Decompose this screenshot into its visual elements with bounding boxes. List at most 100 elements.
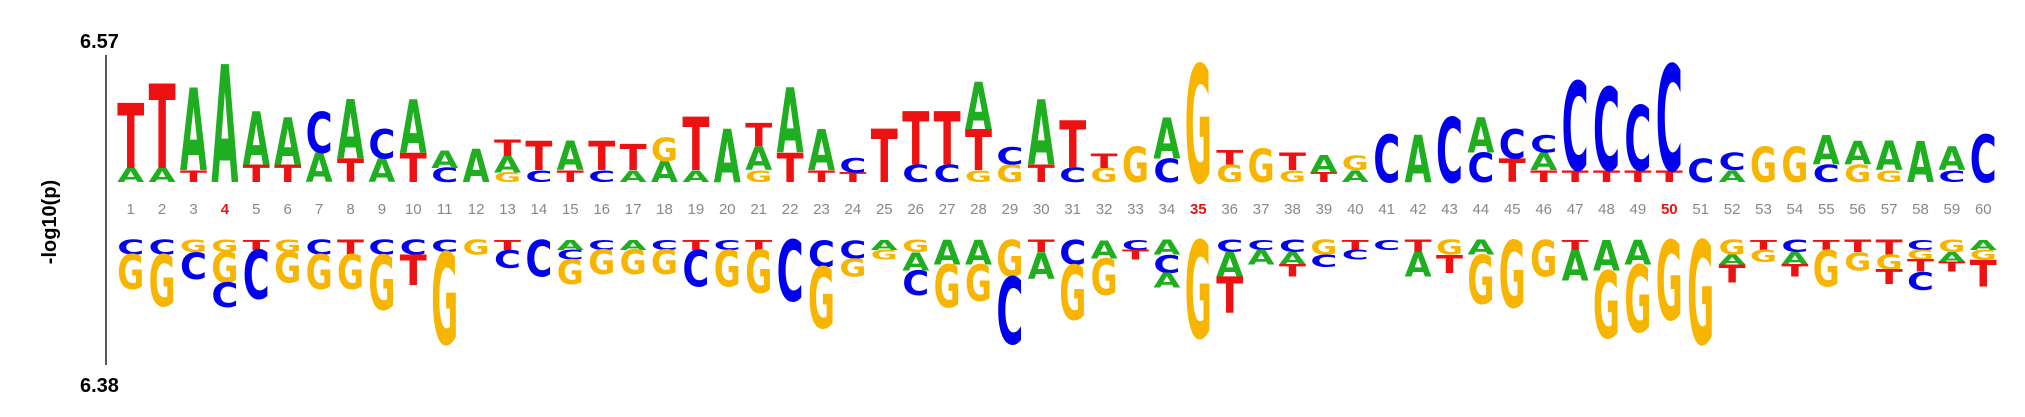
depleted-letter: T	[1436, 249, 1463, 279]
position-label: 23	[813, 201, 830, 218]
depleted-letter: T	[1122, 247, 1150, 263]
enriched-letter: T	[1091, 150, 1119, 173]
enriched-letter: A	[1153, 107, 1180, 173]
depleted-letter: G	[1624, 246, 1651, 353]
position-label: 28	[970, 201, 987, 218]
depleted-letter: C	[588, 237, 615, 253]
enriched-letter: T	[682, 102, 709, 187]
depleted-letter: C	[1907, 237, 1934, 253]
enriched-letter: T	[400, 146, 427, 193]
enriched-letter: A	[682, 167, 710, 186]
enriched-letter: A	[1938, 142, 1965, 179]
depleted-letter: G	[337, 246, 364, 300]
enriched-letter: G	[1248, 140, 1275, 193]
position-label: 1	[127, 201, 135, 218]
position-label: 27	[939, 201, 956, 218]
depleted-letter: G	[745, 238, 772, 307]
position-label: 22	[782, 201, 799, 218]
depleted-letter: A	[1248, 246, 1276, 269]
depleted-letter: G	[996, 231, 1023, 289]
position-label: 48	[1598, 201, 1615, 218]
depleted-letter: C	[1216, 237, 1243, 257]
depleted-letter: T	[682, 237, 710, 253]
depleted-letter: G	[902, 237, 929, 257]
enriched-letter: G	[1876, 167, 1903, 186]
depleted-letter: C	[149, 237, 176, 260]
enriched-letter: C	[1467, 146, 1494, 193]
depleted-letter: A	[965, 234, 993, 273]
depleted-letter: G	[274, 237, 301, 257]
enriched-letter: G	[1279, 167, 1306, 186]
depleted-letter: C	[1907, 266, 1934, 296]
position-label: 53	[1755, 201, 1772, 218]
enriched-letter: A	[1719, 167, 1747, 186]
depleted-letter: G	[651, 244, 678, 283]
depleted-letter: C	[682, 241, 709, 299]
depleted-letter: T	[1813, 237, 1841, 253]
depleted-letter: C	[714, 237, 741, 253]
position-label: 29	[1002, 201, 1019, 218]
enriched-letter: T	[494, 136, 521, 162]
depleted-letter: C	[368, 237, 395, 260]
depleted-letter: G	[1970, 247, 1997, 263]
enriched-letter: C	[1656, 36, 1683, 206]
enriched-letter: C	[1059, 164, 1086, 187]
depleted-letter: G	[1185, 215, 1212, 370]
enriched-letter: A	[306, 146, 333, 193]
depleted-letter: G	[1593, 252, 1620, 359]
y-axis: 6.57 6.38 -log10(p)	[39, 31, 119, 397]
enriched-letter: A	[651, 155, 678, 189]
position-label: 35	[1190, 201, 1207, 218]
depleted-letter: G	[117, 246, 144, 300]
depleted-letter: C	[1279, 237, 1306, 257]
position-label: 20	[719, 201, 736, 218]
enriched-letter: T	[1310, 170, 1337, 185]
enriched-letter: T	[808, 167, 835, 186]
depleted-letter: T	[1907, 256, 1934, 276]
enriched-letter: G	[1342, 153, 1369, 176]
depleted-letter: G	[620, 244, 647, 283]
depleted-letter: G	[1844, 247, 1871, 277]
depleted-letter: G	[557, 254, 584, 293]
depleted-letter: A	[1091, 235, 1118, 265]
position-label: 33	[1127, 201, 1144, 218]
position-label: 42	[1410, 201, 1427, 218]
depleted-letter: A	[1028, 245, 1055, 288]
enriched-letter: A	[1405, 123, 1432, 198]
enriched-letter: A	[149, 164, 176, 187]
depleted-letter: A	[1467, 237, 1495, 260]
depleted-letter: C	[1122, 237, 1149, 253]
depleted-letter: T	[1970, 253, 1998, 296]
depleted-letter: T	[337, 237, 365, 260]
enriched-letter: A	[1310, 151, 1338, 179]
position-label: 45	[1504, 201, 1521, 218]
enriched-letter: G	[1781, 138, 1808, 194]
depleted-letter: C	[651, 237, 678, 253]
y-axis-top-value: 6.57	[80, 31, 119, 53]
depleted-letter: C	[1781, 237, 1808, 257]
enriched-letter: A	[400, 85, 427, 170]
enriched-letter: A	[714, 114, 741, 199]
depleted-letter: C	[1153, 249, 1180, 279]
depleted-letter: G	[1719, 237, 1746, 260]
depleted-letter: G	[431, 227, 458, 373]
depleted-letter: G	[1813, 241, 1840, 299]
depleted-letter: A	[1719, 252, 1746, 268]
position-label: 10	[405, 201, 422, 218]
position-label: 4	[221, 201, 230, 218]
enriched-letter: T	[1530, 167, 1557, 186]
depleted-letter: T	[1562, 237, 1590, 253]
enriched-letter: A	[1530, 149, 1558, 177]
depleted-letter: G	[1687, 214, 1714, 378]
depleted-letter: G	[808, 252, 835, 349]
depleted-letter: C	[211, 277, 238, 316]
enriched-letter: T	[1059, 109, 1086, 184]
position-label: 17	[625, 201, 642, 218]
depleted-letter: T	[1028, 237, 1055, 257]
enriched-letter: A	[1876, 134, 1903, 181]
enriched-letter: G	[1122, 138, 1149, 194]
depleted-letter: C	[902, 265, 929, 304]
enriched-letter: T	[745, 118, 772, 155]
